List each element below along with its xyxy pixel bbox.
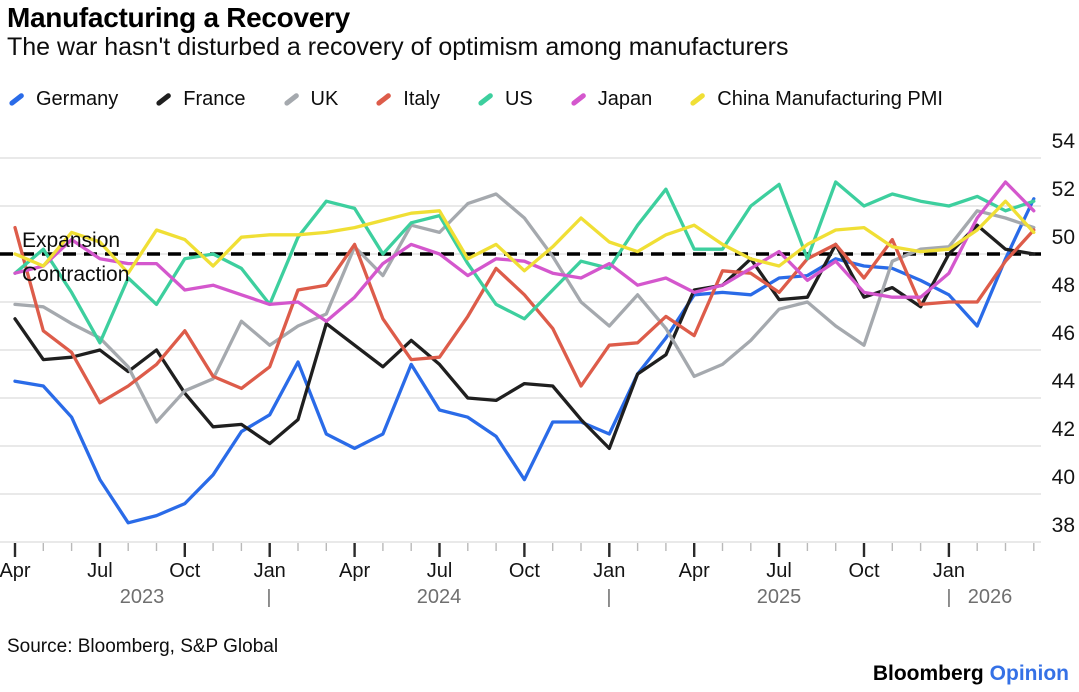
series-line-uk bbox=[13, 192, 1036, 424]
contraction-label: Contraction bbox=[22, 263, 129, 286]
page-title: Manufacturing a Recovery bbox=[7, 2, 350, 33]
legend-item-japan: Japan bbox=[570, 88, 653, 111]
x-axis-year-label-2025: 2025 bbox=[757, 586, 802, 608]
legend-label: UK bbox=[310, 88, 339, 110]
legend-swatch-icon bbox=[689, 92, 706, 107]
x-axis-year-label-2023: 2023 bbox=[120, 586, 165, 608]
legend-swatch-icon bbox=[8, 92, 25, 107]
source-note: Source: Bloomberg, S&P Global bbox=[7, 636, 279, 657]
x-axis-month-label: Jul bbox=[87, 560, 113, 582]
x-axis-month-label: Jul bbox=[766, 560, 792, 582]
y-axis-tick-38: 38 bbox=[1052, 514, 1075, 537]
legend-swatch-icon bbox=[155, 92, 172, 107]
x-axis-month-label: Jan bbox=[933, 560, 965, 582]
x-axis-month-label: Jan bbox=[254, 560, 286, 582]
series-line-china-manufacturing-pmi bbox=[13, 199, 1036, 275]
brand-bloomberg: Bloomberg bbox=[872, 662, 984, 685]
y-axis-tick-54: 54 bbox=[1052, 130, 1076, 153]
series-line-germany bbox=[13, 197, 1036, 525]
legend-item-italy: Italy bbox=[375, 88, 440, 111]
y-axis-tick-42: 42 bbox=[1052, 418, 1075, 441]
y-axis-tick-40: 40 bbox=[1052, 466, 1075, 489]
y-axis-tick-46: 46 bbox=[1052, 322, 1075, 345]
x-axis-month-label: Jan bbox=[593, 560, 625, 582]
y-axis-tick-50: 50 bbox=[1052, 226, 1075, 249]
legend-label: Japan bbox=[597, 88, 653, 110]
x-axis-month-label: Apr bbox=[0, 560, 31, 582]
x-axis-month-label: Apr bbox=[679, 560, 710, 582]
legend-swatch-icon bbox=[477, 92, 494, 107]
y-axis-tick-44: 44 bbox=[1052, 370, 1076, 393]
expansion-label: Expansion bbox=[22, 229, 120, 252]
x-axis-month-label: Jul bbox=[427, 560, 453, 582]
legend-swatch-icon bbox=[375, 92, 392, 107]
year-separator: | bbox=[947, 587, 952, 608]
x-axis-month-label: Oct bbox=[509, 560, 541, 582]
legend-label: France bbox=[183, 88, 246, 110]
x-axis-month-label: Oct bbox=[169, 560, 201, 582]
y-axis-tick-48: 48 bbox=[1052, 274, 1075, 297]
legend-item-china-manufacturing-pmi: China Manufacturing PMI bbox=[689, 88, 943, 111]
legend-item-france: France bbox=[155, 88, 246, 111]
legend-label: US bbox=[504, 88, 533, 110]
brand-opinion: Opinion bbox=[989, 662, 1069, 685]
x-axis-month-label: Apr bbox=[339, 560, 370, 582]
series-line-italy bbox=[13, 225, 1036, 405]
year-separator: | bbox=[267, 587, 272, 608]
x-axis-month-label: Oct bbox=[848, 560, 880, 582]
legend-label: China Manufacturing PMI bbox=[717, 88, 943, 110]
series-line-us bbox=[13, 180, 1036, 345]
legend-item-uk: UK bbox=[282, 88, 339, 111]
x-axis: Apr Jul Oct Jan Apr Jul Oct Jan Apr Jul Oct Jan | | | 2… bbox=[0, 543, 1035, 608]
gridlines: 38 40 42 44 46 48 50 52 54 bbox=[0, 130, 1076, 543]
chart-subtitle: The war hasn't disturbed a recovery of o… bbox=[7, 33, 789, 61]
x-axis-year-label-2026: 2026 bbox=[968, 586, 1013, 608]
brand-wordmark: Bloomberg Opinion bbox=[873, 662, 1069, 686]
series-line-japan bbox=[13, 180, 1036, 323]
legend-item-germany: Germany bbox=[8, 88, 118, 111]
legend-swatch-icon bbox=[570, 92, 587, 107]
legend-swatch-icon bbox=[282, 92, 300, 107]
series-line-france bbox=[13, 223, 1036, 451]
chart-legend: Germany France UK Italy US Japan China Manufac… bbox=[8, 88, 943, 111]
legend-label: Germany bbox=[36, 88, 119, 110]
x-axis-year-label-2024: 2024 bbox=[417, 586, 462, 608]
y-axis-tick-52: 52 bbox=[1052, 178, 1075, 201]
series-lines bbox=[13, 180, 1036, 525]
legend-label: Italy bbox=[403, 88, 440, 110]
year-separator: | bbox=[607, 587, 612, 608]
legend-item-us: US bbox=[477, 88, 533, 111]
